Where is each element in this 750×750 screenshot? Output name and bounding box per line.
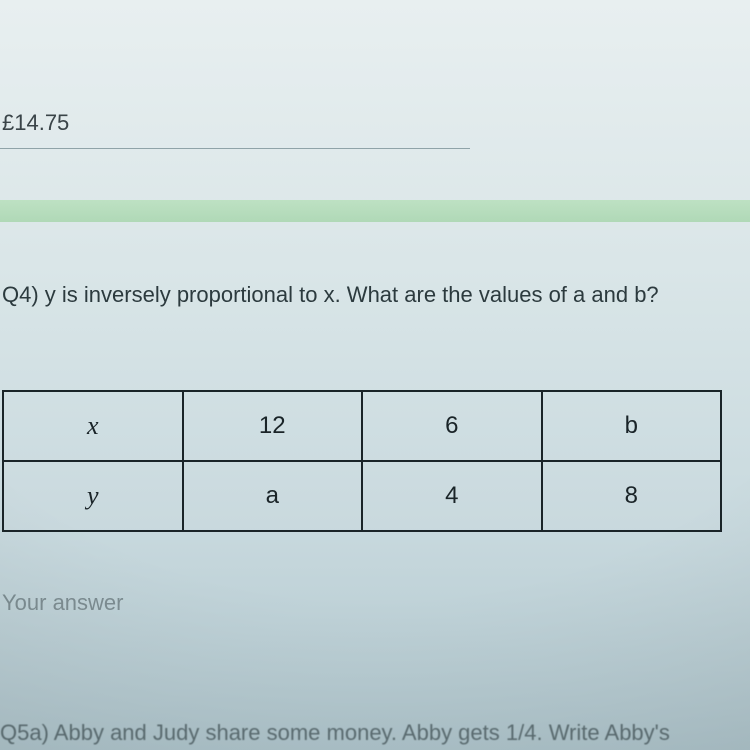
table-cell: 12 xyxy=(183,391,363,461)
row-label-x: x xyxy=(3,391,183,461)
section-divider-bar xyxy=(0,200,750,222)
row-label-y: y xyxy=(3,461,183,531)
previous-answer-text: £14.75 xyxy=(0,110,69,136)
table-cell: 4 xyxy=(362,461,542,531)
table-cell: 6 xyxy=(362,391,542,461)
worksheet-screen: £14.75 Q4) y is inversely proportional t… xyxy=(0,0,750,750)
proportion-table: x 12 6 b y a 4 8 xyxy=(2,390,722,532)
question-text: Q4) y is inversely proportional to x. Wh… xyxy=(0,280,748,311)
table-row: x 12 6 b xyxy=(3,391,721,461)
photo-vignette-overlay xyxy=(0,0,750,750)
table-cell: b xyxy=(542,391,722,461)
answer-underline xyxy=(0,148,470,149)
answer-input-placeholder[interactable]: Your answer xyxy=(2,590,123,616)
table-cell: a xyxy=(183,461,363,531)
table-row: y a 4 8 xyxy=(3,461,721,531)
next-question-partial: Q5a) Abby and Judy share some money. Abb… xyxy=(0,720,750,746)
data-table: x 12 6 b y a 4 8 xyxy=(2,390,722,532)
table-cell: 8 xyxy=(542,461,722,531)
